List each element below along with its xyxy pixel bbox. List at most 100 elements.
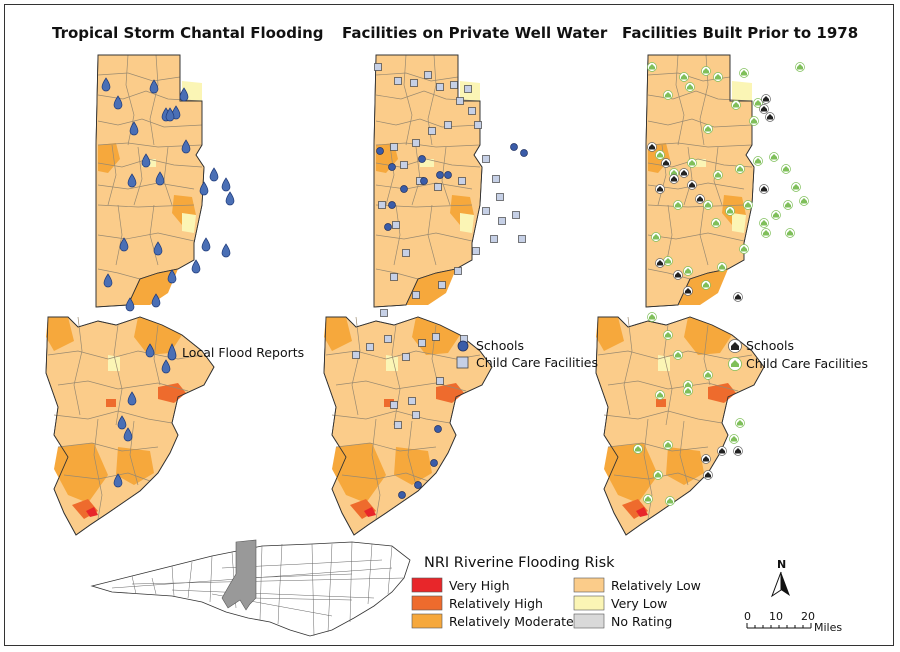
legend-well-childcare: Child Care Facilities [476, 355, 598, 370]
childcare-marker [378, 201, 386, 209]
nri-swatch [573, 595, 605, 611]
pre1978-childcare-marker [761, 228, 771, 238]
pre1978-childcare-marker [655, 390, 665, 400]
childcare-marker [482, 155, 490, 163]
childcare-marker [436, 83, 444, 91]
childcare-marker [392, 221, 400, 229]
pre1978-school-marker [661, 158, 671, 168]
pre1978-childcare-marker [655, 150, 665, 160]
childcare-marker [394, 421, 402, 429]
childcare-marker [482, 207, 490, 215]
childcare-marker [492, 175, 500, 183]
school-marker [414, 481, 422, 489]
pre1978-school-marker [687, 180, 697, 190]
school-marker [384, 223, 392, 231]
nri-legend-label: Very Low [611, 596, 667, 611]
childcare-marker [458, 177, 466, 185]
childcare-marker [444, 121, 452, 129]
pre1978-childcare-marker [653, 470, 663, 480]
flood-report-marker [209, 167, 219, 182]
pre1978-childcare-marker [781, 164, 791, 174]
pre1978-childcare-marker [687, 158, 697, 168]
childcare-marker [374, 63, 382, 71]
pre1978-childcare-marker [651, 232, 661, 242]
pre1978-childcare-marker [799, 196, 809, 206]
childcare-marker [424, 71, 432, 79]
flood-report-marker [165, 107, 175, 122]
scale-tick-0: 0 [744, 610, 751, 623]
inset-north-carolina-map [90, 539, 411, 637]
flood-report-marker [113, 473, 123, 488]
childcare-marker [456, 97, 464, 105]
childcare-marker [390, 143, 398, 151]
scale-tick-20: 20 [801, 610, 815, 623]
nri-legend-title: NRI Riverine Flooding Risk [424, 555, 615, 571]
pre1978-childcare-marker [647, 312, 657, 322]
nri-legend-label: Very High [449, 578, 510, 593]
pre1978-childcare-marker [679, 72, 689, 82]
childcare-marker [412, 291, 420, 299]
pre1978-childcare-marker [749, 116, 759, 126]
flood-report-marker [103, 273, 113, 288]
childcare-marker [450, 81, 458, 89]
pre1978-school-marker [683, 286, 693, 296]
flood-report-marker [151, 293, 161, 308]
pre1978-childcare-marker [753, 156, 763, 166]
school-marker [436, 171, 444, 179]
map-flooding [45, 54, 235, 536]
childcare-square-icon [456, 356, 469, 369]
school-marker [520, 149, 528, 157]
pre1978-childcare-marker [759, 218, 769, 228]
pre1978-childcare-marker [713, 72, 723, 82]
childcare-marker [352, 351, 360, 359]
flood-report-marker [179, 87, 189, 102]
legend-pre1978-schools: Schools [746, 338, 794, 353]
pre1978-childcare-marker [673, 350, 683, 360]
scale-unit: Miles [814, 621, 842, 634]
childcare-marker [436, 377, 444, 385]
flood-report-marker [221, 243, 231, 258]
flood-report-marker [155, 171, 165, 186]
childcare-marker [366, 343, 374, 351]
childcare-marker [402, 353, 410, 361]
childcare-marker [408, 397, 416, 405]
pre1978-school-marker [673, 270, 683, 280]
school-marker [400, 185, 408, 193]
pre1978-school-marker [695, 194, 705, 204]
pre1978-childcare-marker [703, 200, 713, 210]
flood-report-marker [113, 95, 123, 110]
flood-report-marker [127, 391, 137, 406]
house-icon [731, 360, 739, 367]
scale-tick-10: 10 [769, 610, 783, 623]
pre1978-childcare-marker [683, 266, 693, 276]
pre1978-childcare-marker [663, 330, 673, 340]
map-frame [4, 4, 894, 646]
pre1978-school-marker [647, 142, 657, 152]
pre1978-childcare-marker [725, 206, 735, 216]
pre1978-school-marker [761, 94, 771, 104]
pre1978-school-marker [765, 112, 775, 122]
nri-legend: NRI Riverine Flooding Risk Very High Rela… [411, 555, 701, 629]
school-marker [420, 177, 428, 185]
flood-report-marker [149, 79, 159, 94]
school-circle-icon [457, 340, 469, 352]
nri-legend-label: Relatively Moderate [449, 614, 574, 629]
pre1978-childcare-marker [665, 496, 675, 506]
pre1978-school-marker [717, 446, 727, 456]
childcare-marker [410, 79, 418, 87]
pre1978-childcare-marker [735, 164, 745, 174]
pre1978-childcare-marker [663, 90, 673, 100]
pre1978-childcare-marker [643, 494, 653, 504]
flood-report-marker [221, 177, 231, 192]
school-building-icon [731, 342, 739, 350]
pre1978-childcare-marker [713, 170, 723, 180]
nri-swatch [411, 595, 443, 611]
pre1978-school-marker [655, 258, 665, 268]
pre1978-childcare-marker [703, 370, 713, 380]
legend-flood-label: Local Flood Reports [182, 345, 304, 360]
school-marker [398, 491, 406, 499]
pre1978-childcare-marker [663, 440, 673, 450]
nri-swatch [573, 577, 605, 593]
flood-report-marker [119, 237, 129, 252]
